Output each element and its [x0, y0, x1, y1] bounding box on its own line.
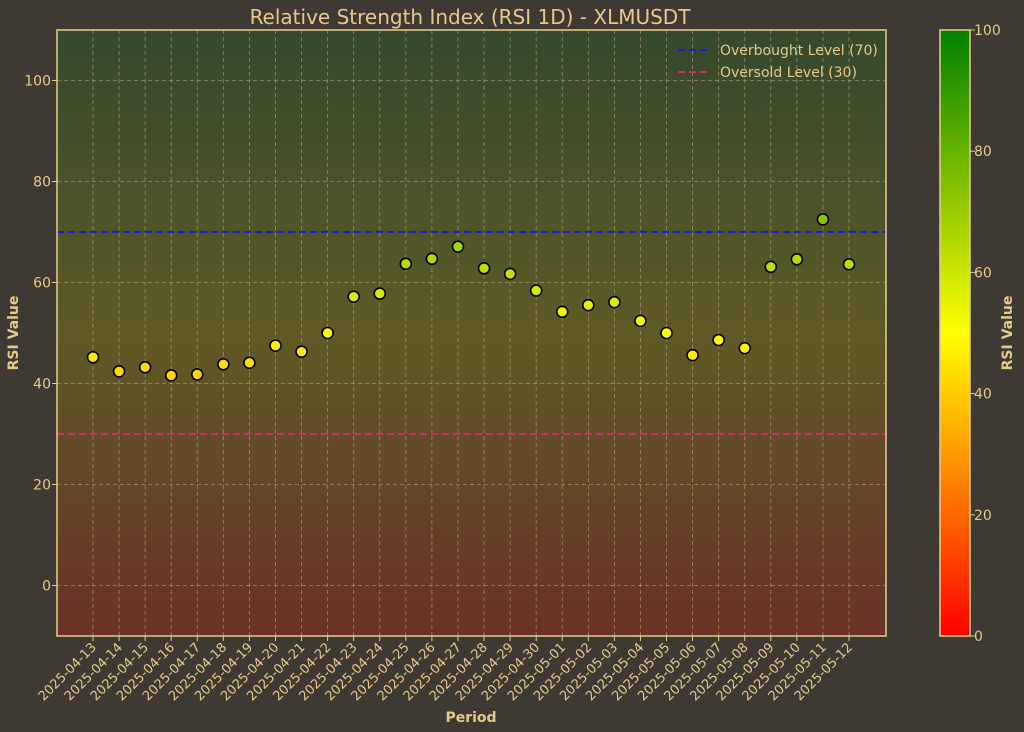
data-point: [582, 298, 595, 312]
data-point: [347, 290, 360, 303]
data-point: [660, 326, 673, 340]
data-point: [712, 333, 725, 347]
plot-background: [57, 30, 886, 636]
reference-lines: [57, 231, 886, 435]
data-point: [816, 213, 830, 226]
y-tick-label: 80: [33, 175, 51, 191]
data-point: [269, 339, 282, 352]
colorbar-tick-label: 40: [974, 387, 992, 403]
data-points: [86, 213, 856, 382]
data-point: [738, 341, 752, 355]
data-point: [529, 284, 543, 297]
y-tick-label: 40: [33, 377, 51, 393]
legend-label: Overbought Level (70): [720, 43, 878, 59]
data-point: [451, 240, 465, 253]
colorbar-tick-label: 60: [974, 265, 992, 281]
data-point: [842, 258, 856, 271]
data-point: [164, 369, 178, 382]
data-point: [555, 305, 569, 319]
colorbar-tick-label: 80: [974, 144, 992, 160]
legend-label: Oversold Level (30): [720, 65, 857, 81]
data-point: [634, 314, 647, 328]
colorbar-ticks: 0 20 40 60 80 100: [970, 23, 1001, 645]
data-point: [399, 257, 413, 271]
colorbar-tick-label: 100: [974, 23, 1001, 39]
data-point: [503, 267, 517, 281]
colorbar-tick-label: 20: [974, 508, 992, 524]
y-axis-label: RSI Value: [6, 296, 22, 371]
colorbar: [939, 29, 971, 637]
data-point: [217, 358, 230, 371]
colorbar-label: RSI Value: [1000, 296, 1016, 371]
y-tick-label: 0: [42, 579, 51, 595]
data-point: [425, 252, 439, 266]
y-tick-label: 100: [24, 74, 51, 90]
y-tick-label: 20: [33, 478, 51, 494]
data-point: [295, 345, 308, 358]
x-axis-ticks: 2025-04-132025-04-142025-04-152025-04-16…: [36, 636, 856, 704]
data-point: [112, 365, 126, 378]
data-point: [243, 356, 256, 370]
data-point: [477, 262, 491, 275]
data-point: [190, 368, 204, 381]
y-tick-label: 60: [33, 276, 51, 292]
plot-frame: [56, 29, 887, 637]
data-point: [373, 287, 387, 300]
data-point: [138, 361, 152, 374]
x-axis-label: Period: [445, 710, 496, 726]
data-point: [608, 295, 621, 309]
y-axis-ticks: 0 20 40 60 80 100: [24, 74, 57, 595]
data-point: [86, 350, 100, 364]
data-point: [686, 348, 699, 362]
legend: Overbought Level (70) Oversold Level (30): [678, 43, 878, 81]
data-point: [790, 252, 804, 266]
data-point: [321, 326, 334, 340]
chart-title: Relative Strength Index (RSI 1D) - XLMUS…: [250, 5, 692, 29]
data-point: [764, 260, 778, 274]
colorbar-tick-label: 0: [974, 629, 983, 645]
